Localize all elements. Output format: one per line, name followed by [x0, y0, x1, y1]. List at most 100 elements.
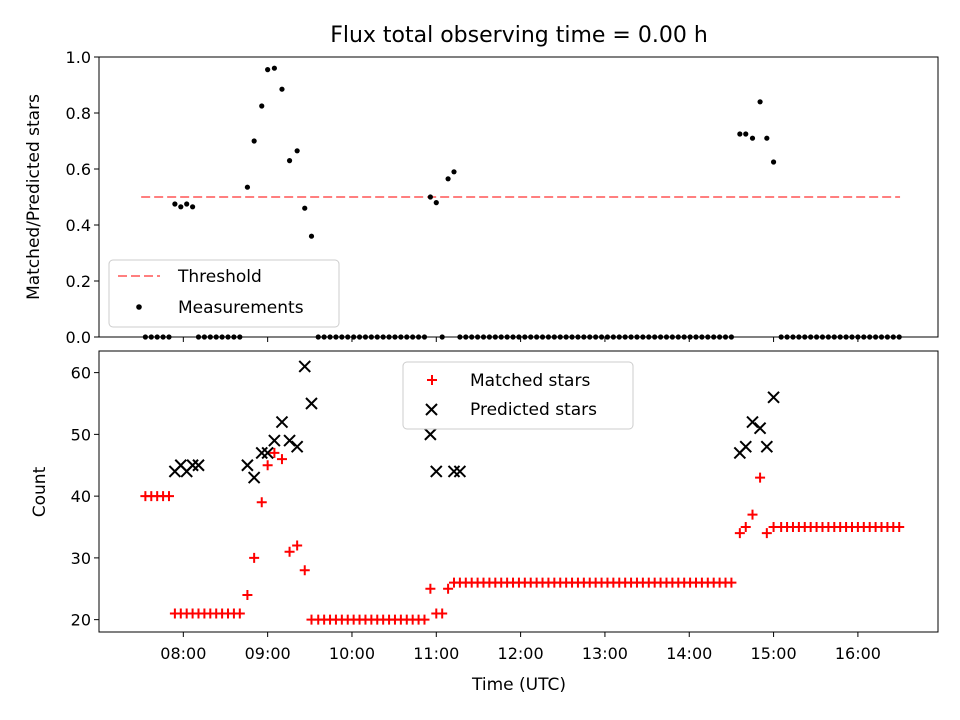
measurement-point: [172, 201, 178, 207]
measurement-point: [737, 131, 743, 137]
bottom-axes-frame: [98, 350, 939, 633]
bottom-y-tick-label: 40: [71, 487, 91, 506]
predicted-star-marker: [767, 391, 780, 404]
x-tick-label: 15:00: [751, 644, 797, 663]
matched-star-marker: [276, 454, 287, 465]
predicted-star-markers: [168, 360, 780, 484]
measurement-point: [302, 205, 308, 211]
predicted-star-marker: [430, 465, 443, 478]
measurement-point: [189, 204, 196, 210]
predicted-star-marker: [298, 360, 311, 373]
measurement-point: [178, 204, 184, 210]
x-tick-label: 11:00: [413, 644, 459, 663]
bottom-y-tick-label: 30: [71, 549, 91, 568]
measurement-point: [259, 103, 265, 109]
predicted-star-marker: [739, 440, 752, 453]
measurement-point: [764, 135, 770, 141]
top-y-tick-label: 0.2: [66, 272, 91, 291]
predicted-star-marker: [447, 465, 461, 478]
predicted-star-marker: [247, 471, 261, 484]
x-tick-label: 10:00: [329, 644, 375, 663]
measurement-point: [265, 67, 271, 73]
bottom-y-tick-label: 60: [71, 364, 91, 383]
measurement-point: [757, 99, 763, 105]
bottom-x-ticks: 08:00 09:00 10:00 11:00 12:00 13:00 14:00 15:00…: [160, 632, 881, 663]
measurement-point: [451, 169, 457, 175]
x-tick-label: 08:00: [160, 644, 206, 663]
measurement-point: [743, 131, 749, 137]
measurement-point: [244, 184, 251, 190]
top-y-axis-label: Matched/Predicted stars: [24, 94, 44, 300]
predicted-star-marker: [186, 459, 199, 472]
bottom-y-axis-label: Count: [30, 466, 50, 517]
bottom-y-tick-label: 50: [71, 425, 91, 444]
top-y-tick-label: 0.4: [66, 216, 91, 235]
legend-measurements-label: Measurements: [178, 298, 304, 318]
top-y-ticks: 0.0 0.2 0.4 0.6 0.8 1.0: [66, 48, 99, 347]
predicted-star-marker: [268, 434, 281, 447]
measurement-point: [308, 233, 315, 239]
measurement-points: [142, 65, 902, 340]
predicted-star-marker: [760, 440, 774, 453]
x-tick-label: 16:00: [835, 644, 881, 663]
predicted-star-marker: [275, 415, 289, 429]
matched-star-marker: [262, 460, 273, 471]
legend-predicted-label: Predicted stars: [470, 400, 597, 420]
matched-star-marker: [242, 589, 253, 600]
legend-predicted-swatch: [425, 403, 438, 416]
measurement-point: [294, 148, 300, 154]
measurement-point: [286, 158, 293, 164]
matched-star-marker: [299, 565, 310, 576]
x-tick-label: 13:00: [582, 644, 628, 663]
matched-star-marker: [740, 522, 751, 533]
measurement-point: [770, 159, 777, 165]
matched-star-marker: [437, 608, 448, 619]
bottom-y-tick-label: 20: [71, 611, 91, 630]
top-y-tick-label: 0.0: [66, 328, 91, 347]
matched-star-marker: [747, 509, 758, 520]
matched-star-marker: [292, 540, 303, 551]
x-tick-label: 12:00: [498, 644, 544, 663]
top-y-tick-label: 1.0: [66, 48, 91, 67]
measurement-point: [184, 201, 190, 207]
matched-star-marker: [234, 608, 245, 619]
top-legend: Threshold Measurements: [108, 259, 340, 328]
measurement-point: [427, 194, 433, 200]
top-y-tick-label: 0.6: [66, 160, 91, 179]
predicted-star-marker: [453, 465, 467, 478]
matched-star-marker: [269, 447, 280, 458]
legend-matched-swatch: [427, 375, 437, 385]
top-y-tick-label: 0.8: [66, 104, 91, 123]
measurement-point: [749, 135, 756, 141]
measurement-point: [279, 86, 285, 92]
x-axis-label: Time (UTC): [471, 675, 566, 695]
measurement-point: [433, 200, 439, 206]
bottom-y-ticks: 20 30 40 50 60: [71, 364, 99, 630]
top-x-ticks: [182, 337, 859, 342]
matched-star-marker: [249, 552, 260, 563]
matched-star-marker: [419, 614, 430, 625]
predicted-star-marker: [261, 446, 274, 460]
matched-star-marker: [734, 528, 745, 539]
predicted-star-marker: [753, 421, 767, 435]
measurement-point: [251, 138, 257, 144]
predicted-star-marker: [424, 428, 437, 441]
matched-star-marker: [163, 491, 174, 502]
top-axes-frame: [98, 56, 939, 338]
predicted-star-marker: [255, 446, 268, 460]
matched-star-marker: [761, 528, 772, 539]
matched-star-marker: [755, 472, 766, 483]
bottom-legend-box: [402, 361, 634, 430]
matched-star-marker: [425, 583, 436, 594]
predicted-star-marker: [241, 459, 254, 472]
chart-title: Flux total observing time = 0.00 h: [330, 23, 708, 48]
matched-star-marker: [284, 546, 295, 557]
bottom-panel: 20 30 40 50 60 08:00 09:00 10:00 11:00 12:00 13:0…: [30, 350, 939, 695]
top-panel: 0.0 0.2 0.4 0.6 0.8 1.0 Matched/Predicted sta…: [24, 48, 939, 347]
predicted-star-marker: [192, 459, 205, 472]
legend-matched-label: Matched stars: [470, 371, 590, 391]
matched-star-marker: [894, 522, 905, 533]
matched-star-marker: [256, 497, 267, 508]
x-tick-label: 14:00: [666, 644, 712, 663]
